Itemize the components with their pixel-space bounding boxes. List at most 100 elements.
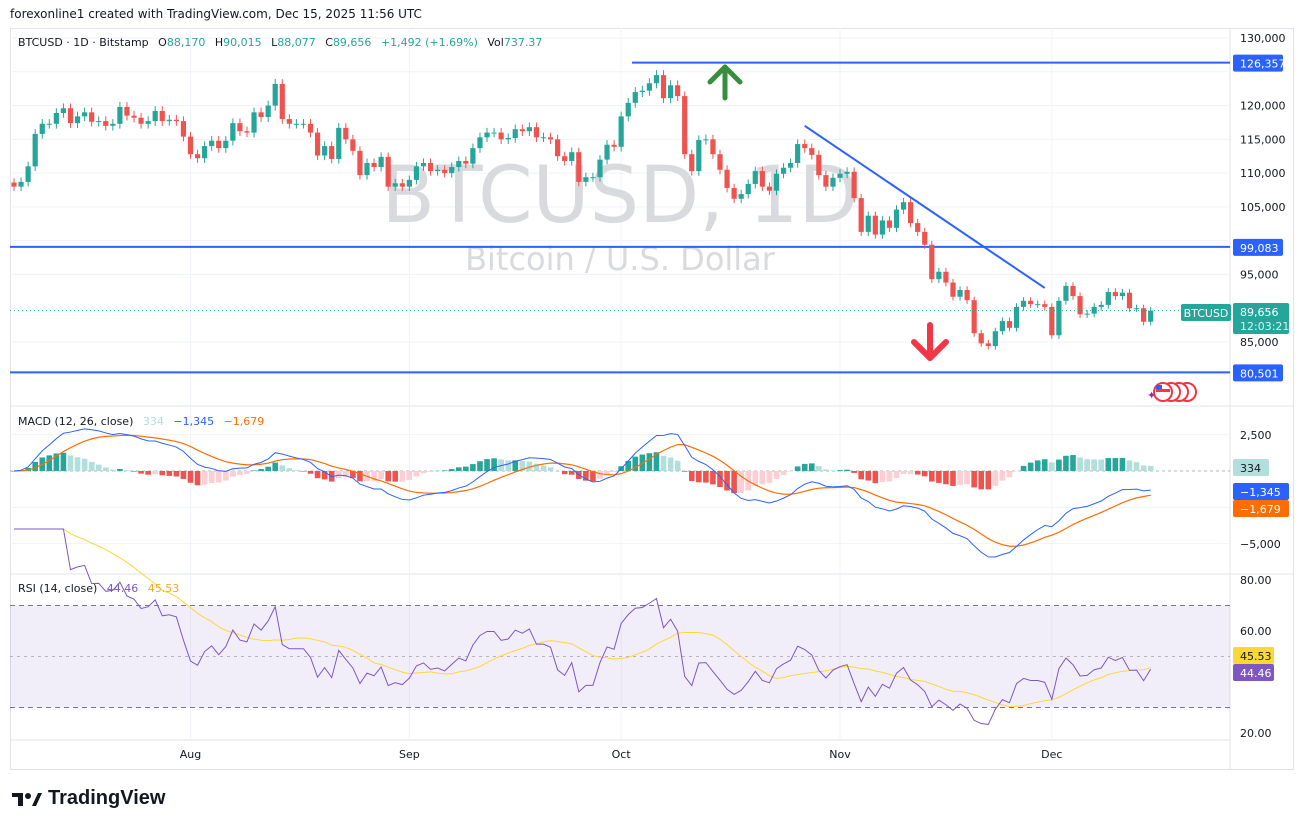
candle-body: [689, 154, 695, 172]
legend-symbol: BTCUSD · 1D · Bitstamp: [18, 36, 149, 49]
price-tick: 130,000: [1240, 32, 1286, 45]
candle-body: [1028, 300, 1034, 305]
candle-body: [307, 123, 314, 133]
macd-histogram-bar: [46, 455, 53, 471]
candle-body: [279, 83, 285, 120]
macd-histogram-bar: [88, 461, 95, 471]
candle-body: [766, 186, 773, 191]
candle-body: [1063, 285, 1069, 301]
arrow-down-icon[interactable]: [911, 322, 949, 361]
macd-histogram-bar: [533, 463, 540, 471]
macd-histogram-bar: [392, 471, 399, 482]
candle-body: [950, 282, 956, 297]
macd-tick: 2,500: [1240, 429, 1272, 442]
candle-body: [1133, 308, 1140, 310]
rsi-ma-badge: 45.53: [1240, 650, 1272, 663]
candle-body: [265, 105, 271, 118]
horizontal-levels[interactable]: [10, 61, 1230, 374]
candle-body: [39, 123, 45, 134]
macd-badge: −1,345: [1240, 486, 1281, 499]
macd-histogram-bar: [597, 471, 603, 479]
macd-histogram-bar: [703, 471, 709, 483]
macd-histogram-bar: [872, 471, 879, 484]
candle-body: [350, 139, 356, 151]
time-tick: Oct: [612, 748, 632, 761]
macd-histogram-bar: [943, 471, 949, 485]
candle-body: [802, 144, 808, 149]
candle-body: [1056, 300, 1062, 336]
candle-body: [639, 90, 645, 93]
candle-body: [886, 220, 893, 228]
candle-body: [209, 140, 215, 147]
candle-body: [738, 194, 744, 199]
macd-histogram-bar: [674, 460, 681, 471]
macd-histogram-bar: [936, 471, 942, 483]
macd-histogram-bar: [300, 471, 307, 472]
macd-histogram-bar: [512, 460, 519, 471]
trendline[interactable]: [804, 124, 1046, 289]
rsi-badge: 44.46: [1240, 667, 1272, 680]
candle-body: [710, 139, 716, 155]
ohlc-legend: BTCUSD · 1D · Bitstamp O88,170 H90,015 L…: [18, 36, 542, 49]
candle-body: [11, 182, 17, 187]
candle-body: [576, 152, 582, 182]
candle-body: [696, 140, 702, 172]
candle-body: [590, 177, 596, 179]
macd-histogram-bar: [1041, 459, 1048, 471]
candle-body: [1105, 292, 1111, 305]
macd-histogram-bar: [441, 470, 448, 471]
macd-histogram-bar: [138, 471, 144, 474]
macd-histogram-bar: [999, 471, 1006, 481]
legend-open: 88,170: [167, 36, 206, 49]
macd-histogram-bar: [801, 463, 808, 471]
candle-body: [32, 133, 38, 167]
candle-body: [823, 175, 829, 187]
price-tick: 115,000: [1240, 133, 1286, 146]
candle-body: [682, 96, 688, 155]
candle-body: [470, 148, 476, 164]
candle-body: [237, 123, 243, 132]
macd-histogram-bar: [293, 470, 300, 471]
macd-histogram-bar: [53, 453, 60, 471]
grid: [10, 28, 1230, 740]
macd-histogram-bar: [710, 471, 716, 485]
candle-body: [1070, 285, 1076, 297]
candle-body: [632, 92, 638, 103]
time-tick: Aug: [180, 748, 201, 761]
macd-histogram-bar: [1084, 459, 1090, 471]
macd-signal-line: [13, 434, 1151, 547]
candle-body: [731, 187, 737, 199]
macd-histogram-bar: [696, 471, 702, 483]
macd-histogram-bar: [378, 471, 384, 480]
candle-body: [484, 132, 490, 138]
arrow-up-icon[interactable]: [707, 64, 743, 101]
macd-histogram-bar: [110, 469, 116, 471]
macd-histogram-bar: [646, 453, 653, 471]
macd-histogram-bar: [81, 458, 88, 471]
macd-histogram-bar: [286, 468, 293, 471]
candle-body: [442, 169, 448, 174]
rsi-tick: 60.00: [1240, 625, 1272, 638]
brand-name: TradingView: [48, 787, 166, 809]
candle-body: [512, 129, 518, 138]
candle-body: [929, 244, 935, 280]
price-axis[interactable]: 130,000 120,000 115,000 110,000 105,000 95,00…: [1240, 32, 1286, 349]
tradingview-logo[interactable]: TradingView: [12, 787, 165, 810]
candle-body: [964, 289, 970, 301]
candle-body: [795, 144, 801, 163]
macd-histogram-bar: [102, 467, 109, 471]
candle-body: [272, 83, 278, 106]
candle-body: [999, 321, 1005, 332]
time-axis[interactable]: Aug Sep Oct Nov Dec: [180, 748, 1063, 761]
last-price-badge: [1233, 303, 1289, 334]
macd-histogram-bar: [258, 469, 264, 471]
macd-histogram-bar: [625, 460, 632, 471]
macd-histogram-bar: [1119, 457, 1126, 471]
economic-events-icon[interactable]: ✦: [1147, 382, 1197, 402]
macd-histogram-bar: [681, 471, 688, 472]
candle-body: [653, 75, 660, 84]
candle-body: [230, 123, 236, 141]
macd-histogram-bar: [794, 466, 801, 471]
level-label: 126,357: [1240, 58, 1286, 71]
